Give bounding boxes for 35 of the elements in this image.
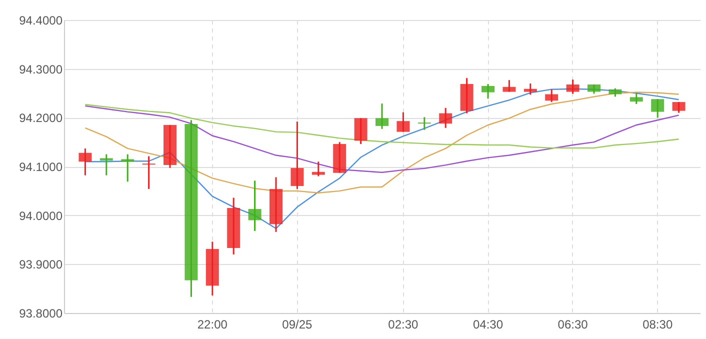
- candlestick: [248, 180, 262, 232]
- candlestick: [312, 160, 325, 178]
- line-series: [84, 105, 680, 173]
- y-tick-label: 93.9000: [19, 258, 63, 272]
- candlestick: [651, 98, 664, 118]
- x-tick-label: 08:30: [642, 318, 673, 332]
- x-tick-label: 02:30: [388, 318, 419, 332]
- x-tick-label: 06:30: [558, 318, 588, 332]
- candlestick: [376, 102, 388, 130]
- candlestick: [566, 78, 580, 94]
- candlestick: [630, 92, 643, 105]
- candlestick: [439, 107, 452, 129]
- candlestick: [354, 117, 368, 145]
- candlestick: [121, 154, 134, 182]
- y-tick-label: 94.2000: [19, 111, 63, 126]
- candlestick: [78, 148, 92, 176]
- x-tick-label: 09/25: [282, 318, 313, 332]
- candlestick: [418, 116, 431, 131]
- candlestick: [100, 154, 113, 176]
- candlestick: [545, 88, 558, 103]
- y-tick-label: 94.3000: [19, 62, 63, 76]
- y-tick-label: 94.1000: [19, 160, 63, 174]
- x-tick-label: 22:00: [197, 318, 228, 332]
- y-tick-label: 94.0000: [19, 208, 63, 223]
- candlestick: [672, 101, 686, 114]
- candlestick: [142, 155, 156, 190]
- y-tick-label: 94.4000: [19, 14, 63, 28]
- line-series: [84, 104, 680, 149]
- candlestick: [396, 112, 410, 133]
- x-tick-label: 04:30: [472, 318, 504, 332]
- candlestick: [502, 79, 516, 93]
- candlestick: [524, 82, 537, 96]
- y-tick-label: 93.8000: [19, 306, 63, 320]
- candlestick: [290, 120, 304, 190]
- candlestick: [482, 83, 494, 100]
